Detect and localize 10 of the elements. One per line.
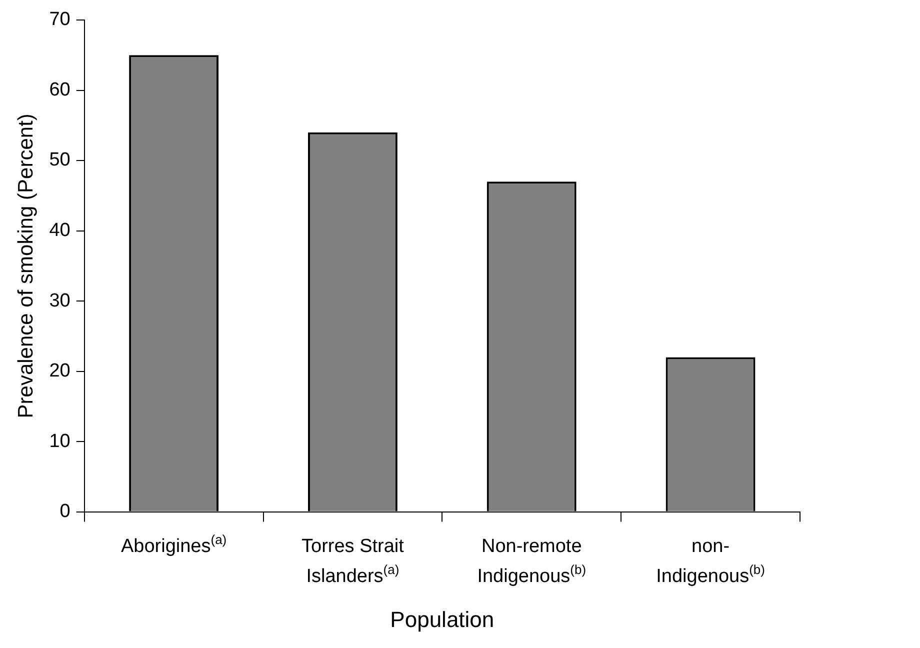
x-axis-title: Population [390,606,494,632]
y-tick-label: 60 [49,79,70,100]
y-tick-label: 50 [49,150,70,171]
y-tick-label: 30 [49,290,70,312]
y-axis-title: Prevalence of smoking (Percent) [14,114,38,418]
y-tick-label: 20 [49,360,70,382]
y-tick-label: 70 [49,9,70,30]
y-tick-label: 40 [49,220,70,242]
y-tick-label: 0 [60,501,70,522]
y-tick-label: 10 [49,430,70,452]
